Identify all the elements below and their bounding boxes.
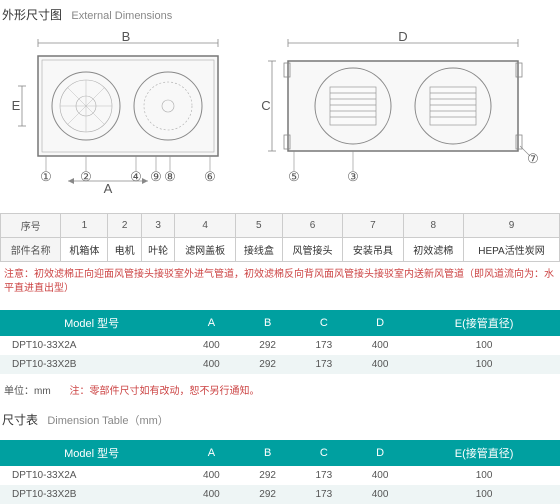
callout-4: ④ bbox=[130, 169, 142, 184]
dim-A: A bbox=[104, 181, 113, 196]
parts-table: 序号 1 2 3 4 5 6 7 8 9 部件名称 机箱体 电机 叶轮 滤网盖板… bbox=[0, 213, 560, 262]
model-header-row: Model 型号 A B C D E(接管直径) bbox=[0, 310, 560, 336]
model-table-1: Model 型号 A B C D E(接管直径) DPT10-33X2A 400… bbox=[0, 310, 560, 374]
right-view-svg: D C bbox=[258, 31, 538, 201]
parts-row-label: 部件名称 bbox=[1, 238, 61, 262]
callout-9: ⑨ bbox=[150, 169, 162, 184]
callout-5: ⑤ bbox=[288, 169, 300, 184]
callout-7: ⑦ bbox=[527, 151, 538, 166]
section-title-table: 尺寸表 Dimension Table（mm） bbox=[0, 405, 560, 432]
diagram-right: D C bbox=[258, 31, 538, 201]
title2-en: Dimension Table（mm） bbox=[47, 415, 168, 427]
callout-8: ⑧ bbox=[164, 169, 176, 184]
unit-label: 单位：mm bbox=[4, 386, 51, 397]
unit-note: 单位：mm 注：零部件尺寸如有改动，恕不另行通知。 bbox=[0, 374, 560, 405]
dim-C: C bbox=[261, 98, 270, 113]
parts-header-label: 序号 bbox=[1, 214, 61, 238]
parts-names-row: 部件名称 机箱体 电机 叶轮 滤网盖板 接线盒 风管接头 安装吊具 初效滤棉 H… bbox=[1, 238, 560, 262]
left-view-svg: B E A bbox=[8, 31, 238, 201]
title-en: External Dimensions bbox=[71, 10, 172, 22]
diagram-area: B E A bbox=[0, 27, 560, 209]
dim-E: E bbox=[12, 98, 21, 113]
dim-B: B bbox=[122, 31, 131, 44]
table-row: DPT10-33X2A 400 292 173 400 100 bbox=[0, 466, 560, 485]
table-row: DPT10-33X2A 400 292 173 400 100 bbox=[0, 336, 560, 355]
table-row: DPT10-33X2B 400 292 173 400 100 bbox=[0, 355, 560, 374]
model-header-row: Model 型号 A B C D E(接管直径) bbox=[0, 440, 560, 466]
callout-3: ③ bbox=[347, 169, 359, 184]
callout-2: ② bbox=[80, 169, 92, 184]
change-note: 注：零部件尺寸如有改动，恕不另行通知。 bbox=[69, 386, 259, 397]
parts-header-row: 序号 1 2 3 4 5 6 7 8 9 bbox=[1, 214, 560, 238]
model-table-2: Model 型号 A B C D E(接管直径) DPT10-33X2A 400… bbox=[0, 440, 560, 504]
callout-6: ⑥ bbox=[204, 169, 216, 184]
diagram-left: B E A bbox=[8, 31, 238, 201]
note-text: 注意：初效滤棉正向迎面风管接头接驳室外进气管道，初效滤棉反向背风面风管接头接驳室… bbox=[0, 262, 560, 302]
table-row: DPT10-33X2B 400 292 173 400 100 bbox=[0, 485, 560, 504]
title2-cn: 尺寸表 bbox=[2, 413, 38, 427]
title-cn: 外形尺寸图 bbox=[2, 8, 62, 22]
dim-D: D bbox=[398, 31, 407, 44]
section-title-dimensions: 外形尺寸图 External Dimensions bbox=[0, 0, 560, 27]
callout-1: ① bbox=[40, 169, 52, 184]
